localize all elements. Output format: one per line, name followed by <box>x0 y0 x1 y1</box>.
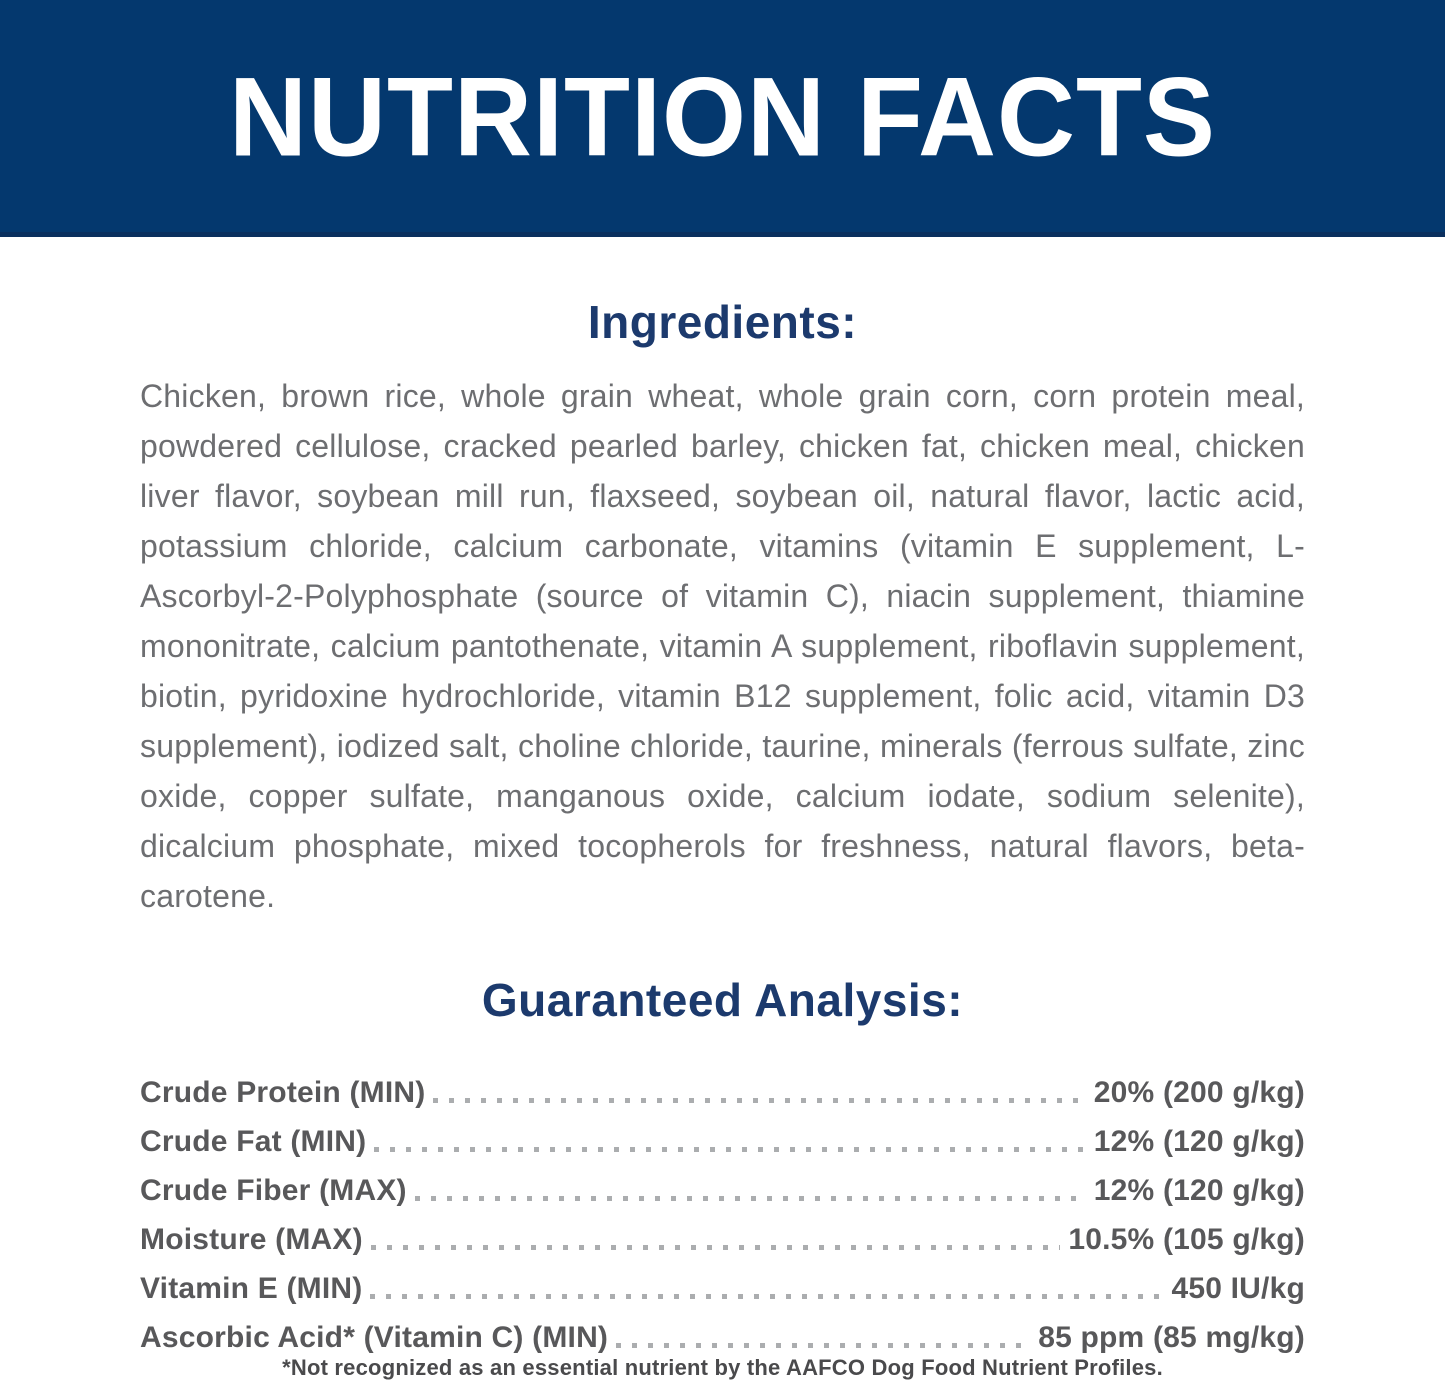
analysis-value: 85 ppm (85 mg/kg) <box>1038 1321 1305 1354</box>
analysis-value: 12% (120 g/kg) <box>1093 1174 1305 1207</box>
dotted-leader <box>433 1098 1086 1103</box>
analysis-label: Ascorbic Acid* (Vitamin C) (MIN) <box>140 1321 609 1354</box>
table-row: Ascorbic Acid* (Vitamin C) (MIN) 85 ppm … <box>140 1306 1305 1355</box>
dotted-leader <box>374 1147 1086 1152</box>
analysis-value: 20% (200 g/kg) <box>1093 1076 1305 1109</box>
nutrition-facts-banner: NUTRITION FACTS <box>0 0 1445 237</box>
ingredients-heading: Ingredients: <box>587 296 858 348</box>
analysis-label: Crude Fat (MIN) <box>140 1125 367 1158</box>
table-row: Vitamin E (MIN) 450 IU/kg <box>140 1257 1305 1306</box>
dotted-leader <box>616 1343 1031 1348</box>
analysis-value: 12% (120 g/kg) <box>1093 1125 1305 1158</box>
guaranteed-analysis-table: Crude Protein (MIN) 20% (200 g/kg) Crude… <box>140 1061 1305 1355</box>
dotted-leader <box>370 1245 1061 1250</box>
table-row: Crude Fiber (MAX) 12% (120 g/kg) <box>140 1159 1305 1208</box>
guaranteed-analysis-heading: Guaranteed Analysis: <box>481 974 964 1026</box>
guaranteed-analysis-section: Guaranteed Analysis: Crude Protein (MIN)… <box>140 921 1305 1355</box>
analysis-value: 450 IU/kg <box>1171 1272 1305 1305</box>
table-row: Crude Protein (MIN) 20% (200 g/kg) <box>140 1061 1305 1110</box>
dotted-leader <box>414 1196 1086 1201</box>
analysis-label: Crude Fiber (MAX) <box>140 1174 407 1207</box>
table-row: Moisture (MAX) 10.5% (105 g/kg) <box>140 1208 1305 1257</box>
analysis-label: Crude Protein (MIN) <box>140 1076 426 1109</box>
analysis-label: Vitamin E (MIN) <box>140 1272 363 1305</box>
table-row: Crude Fat (MIN) 12% (120 g/kg) <box>140 1110 1305 1159</box>
label-content: Ingredients: Chicken, brown rice, whole … <box>140 237 1305 1397</box>
ingredients-text: Chicken, brown rice, whole grain wheat, … <box>140 378 1305 914</box>
analysis-label: Moisture (MAX) <box>140 1223 363 1256</box>
ingredients-section: Ingredients: Chicken, brown rice, whole … <box>140 237 1305 921</box>
dotted-leader <box>370 1294 1164 1299</box>
page-title: NUTRITION FACTS <box>229 53 1216 179</box>
aafco-footnote: *Not recognized as an essential nutrient… <box>282 1355 1163 1380</box>
analysis-value: 10.5% (105 g/kg) <box>1068 1223 1305 1256</box>
